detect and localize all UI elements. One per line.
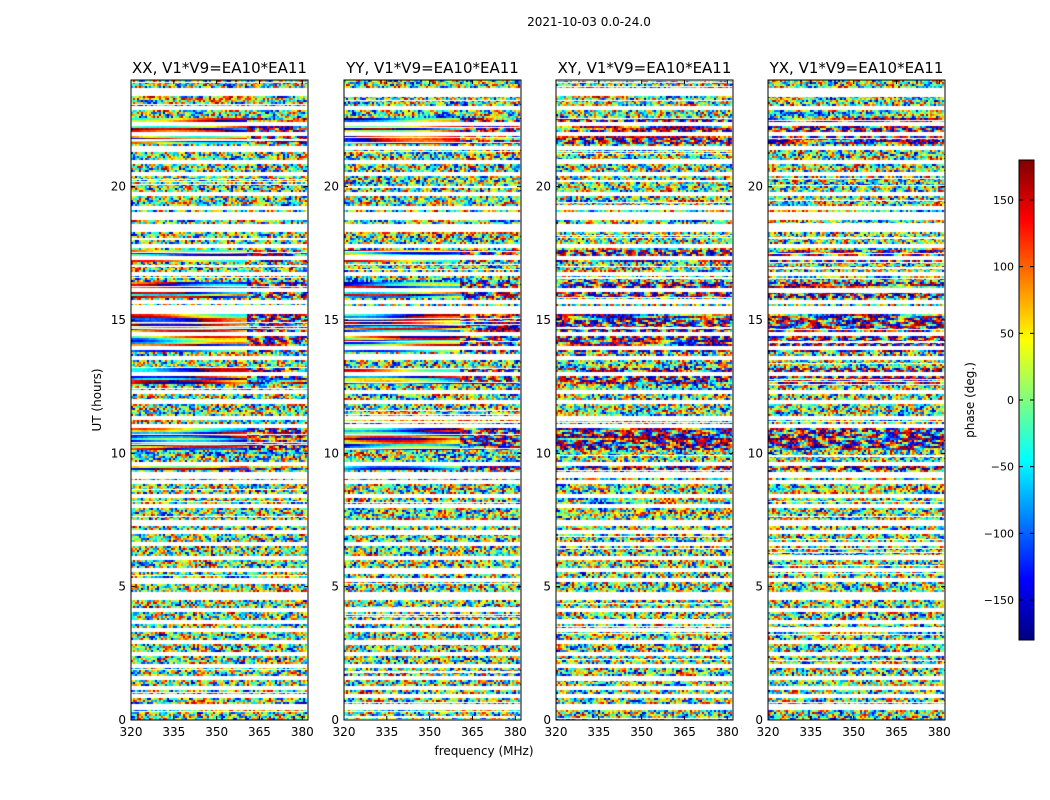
- figure-suptitle: 2021-10-03 0.0-24.0: [527, 15, 651, 29]
- colorbar-tick-label: 150: [993, 194, 1014, 207]
- y-tick-label: 5: [755, 580, 763, 594]
- y-tick-label: 20: [536, 180, 551, 194]
- colorbar-tick-label: −150: [984, 594, 1014, 607]
- panel-title-xy: XY, V1*V9=EA10*EA11: [558, 59, 732, 77]
- y-tick-label: 20: [748, 180, 763, 194]
- y-tick-label: 10: [111, 446, 126, 460]
- panel-xy: XY, V1*V9=EA10*EA11 320 335 350 365 380 0 5 10 15…: [536, 59, 739, 739]
- x-tick-label: 350: [842, 725, 865, 739]
- x-tick-label: 320: [545, 725, 568, 739]
- colorbar-tick-label: 50: [1000, 327, 1014, 340]
- x-tick-label: 350: [205, 725, 228, 739]
- y-tick-label: 15: [324, 313, 339, 327]
- x-tick-label: 350: [418, 725, 441, 739]
- x-tick-label: 365: [248, 725, 271, 739]
- phase-heatmap-yx: [768, 80, 945, 720]
- panel-xx: XX, V1*V9=EA10*EA11 320 335 350 365 380 0 5 10 15…: [111, 59, 314, 739]
- panels-layer: XX, V1*V9=EA10*EA11 320 335 350 365 380 0 5 10 15…: [111, 59, 951, 739]
- panel-yy: YY, V1*V9=EA10*EA11 320 335 350 365 380 0 5 10 15…: [324, 59, 527, 739]
- y-tick-label: 15: [111, 313, 126, 327]
- x-tick-label: 380: [928, 725, 951, 739]
- y-tick-label: 10: [536, 446, 551, 460]
- x-axis-label: frequency (MHz): [434, 744, 533, 758]
- x-tick-label: 320: [120, 725, 143, 739]
- y-tick-label: 0: [331, 713, 339, 727]
- y-tick-label: 10: [324, 446, 339, 460]
- x-tick-label: 335: [375, 725, 398, 739]
- x-tick-label: 365: [885, 725, 908, 739]
- panel-frame: [555, 79, 734, 721]
- y-tick-label: 0: [755, 713, 763, 727]
- x-tick-label: 365: [673, 725, 696, 739]
- y-tick-label: 5: [331, 580, 339, 594]
- colorbar-tick-label: −50: [991, 461, 1014, 474]
- panel-title-yy: YY, V1*V9=EA10*EA11: [345, 59, 519, 77]
- colorbar-tick-label: 100: [993, 261, 1014, 274]
- colorbar-tick-label: 0: [1007, 394, 1014, 407]
- x-tick-label: 380: [716, 725, 739, 739]
- x-tick-label: 335: [162, 725, 185, 739]
- colorbar: 150 100 50 0 −50 −100 −150: [984, 159, 1035, 641]
- y-tick-label: 0: [118, 713, 126, 727]
- y-tick-label: 5: [118, 580, 126, 594]
- colorbar-label: phase (deg.): [963, 362, 977, 438]
- phase-heatmap-xx: [131, 80, 308, 720]
- x-tick-label: 335: [587, 725, 610, 739]
- y-tick-label: 15: [748, 313, 763, 327]
- y-tick-label: 5: [543, 580, 551, 594]
- y-tick-label: 20: [111, 180, 126, 194]
- x-tick-label: 380: [504, 725, 527, 739]
- panel-frame: [343, 79, 522, 721]
- phase-heatmap-yy: [344, 80, 521, 720]
- panel-yx: YX, V1*V9=EA10*EA11 320 335 350 365 380 0 5 10 15…: [748, 59, 951, 739]
- x-tick-label: 380: [291, 725, 314, 739]
- phase-heatmap-xy: [556, 80, 733, 720]
- x-tick-label: 365: [461, 725, 484, 739]
- y-tick-label: 15: [536, 313, 551, 327]
- panel-frame: [767, 79, 946, 721]
- panel-title-yx: YX, V1*V9=EA10*EA11: [769, 59, 944, 77]
- y-axis-label: UT (hours): [90, 368, 104, 431]
- y-tick-label: 20: [324, 180, 339, 194]
- y-tick-label: 0: [543, 713, 551, 727]
- x-tick-label: 350: [630, 725, 653, 739]
- y-tick-label: 10: [748, 446, 763, 460]
- colorbar-tick-label: −100: [984, 527, 1014, 540]
- panel-frame: [130, 79, 309, 721]
- x-tick-label: 335: [799, 725, 822, 739]
- x-tick-label: 320: [333, 725, 356, 739]
- x-tick-label: 320: [757, 725, 780, 739]
- panel-title-xx: XX, V1*V9=EA10*EA11: [132, 59, 307, 77]
